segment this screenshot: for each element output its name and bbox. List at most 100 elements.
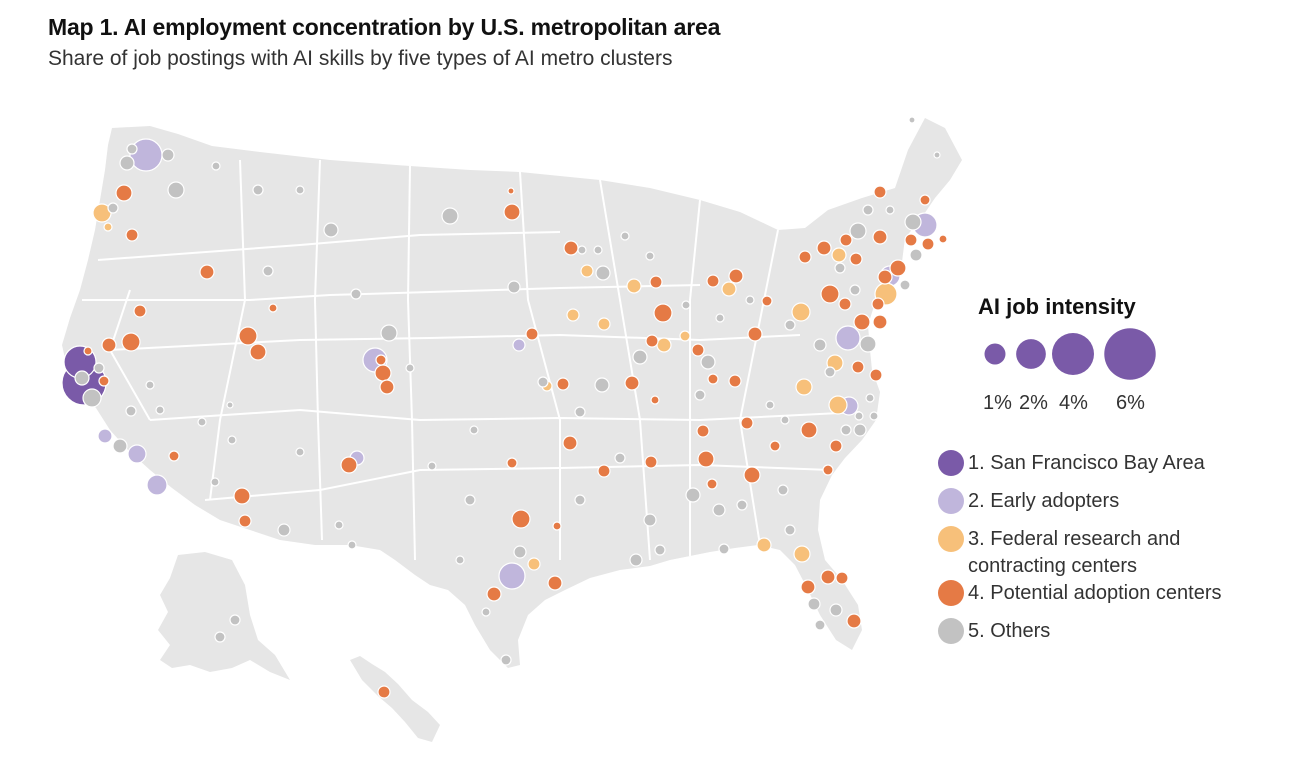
alaska [158,552,290,680]
metro-point [681,300,691,310]
metro-point [527,557,541,571]
legend-swatch-icon [938,618,964,644]
metro-point [121,332,141,352]
metro-point [851,360,865,374]
metro-points [61,116,948,699]
metro-point [632,349,648,365]
metro-point [765,400,775,410]
metro-point [595,265,611,281]
metro-point [885,205,895,215]
metro-point [835,571,849,585]
metro-point [793,545,811,563]
metro-point [747,326,763,342]
metro-point [706,478,718,490]
metro-point [119,155,135,171]
metro-point [125,405,137,417]
state-border [204,463,831,501]
metro-point [229,614,241,626]
metro-point [295,447,305,457]
metro-point [869,368,883,382]
state-border [519,171,561,560]
metro-point [347,540,357,550]
metro-point [807,597,821,611]
metro-point [784,319,796,331]
size-legend-label: 1% [983,392,1012,414]
metro-point [904,233,918,247]
metro-point [481,607,491,617]
metro-point [800,421,818,439]
metro-point [791,302,811,322]
metro-point [829,439,843,453]
metro-point [101,337,117,353]
metro-point [862,204,874,216]
metro-point [507,280,521,294]
metro-point [498,562,526,590]
metro-point [871,297,885,311]
metro-point [656,337,672,353]
metro-point [909,248,923,262]
metro-point [126,143,138,155]
legend-swatch-icon [938,580,964,606]
metro-point [834,262,846,274]
metro-point [512,338,526,352]
state-border [149,408,861,422]
metro-point [97,428,113,444]
metro-point [712,503,726,517]
metro-point [537,376,549,388]
metro-point [696,424,710,438]
metro-point [103,222,113,232]
metro-point [728,268,744,284]
metro-point [168,450,180,462]
metro-point [455,555,465,565]
metro-point [706,274,720,288]
metro-point [865,393,875,403]
size-legend [984,328,1156,380]
metro-point [904,213,922,231]
legend-label: 4. Potential adoption centers [968,582,1222,604]
map-title: Map 1. AI employment concentration by U.… [48,14,721,40]
metro-point [838,297,852,311]
metro-point [828,395,848,415]
metro-point [226,401,234,409]
metro-point [899,279,911,291]
metro-point [323,222,339,238]
metro-point [580,264,594,278]
metro-point [562,435,578,451]
metro-point [813,338,827,352]
metro-point [506,457,518,469]
metro-point [745,295,755,305]
metro-point [614,452,626,464]
metro-point [840,424,852,436]
metro-point [654,544,666,556]
state-border [406,165,416,561]
metro-point [379,379,395,395]
size-legend-title: AI job intensity [978,294,1136,319]
metro-point [835,325,861,351]
metro-point [854,411,864,421]
metro-point [577,245,587,255]
metro-point [74,370,90,386]
metro-point [707,373,719,385]
metro-point [869,411,879,421]
metro-point [227,435,237,445]
size-legend-label: 6% [1116,392,1145,414]
metro-point [252,184,264,196]
legend-label: 5. Others [968,620,1051,642]
metro-point [889,259,907,277]
metro-point [594,377,610,393]
metro-point [824,366,836,378]
metro-point [846,613,862,629]
metro-point [597,464,611,478]
metro-point [513,545,527,559]
metro-point [919,194,931,206]
metro-point [377,685,391,699]
metro-point [155,405,165,415]
size-legend-label: 4% [1059,392,1088,414]
size-legend-label: 2% [1019,392,1048,414]
metro-point [694,389,706,401]
metro-point [277,523,291,537]
metro-point [210,477,220,487]
metro-point [146,474,168,496]
state-border [82,284,701,301]
